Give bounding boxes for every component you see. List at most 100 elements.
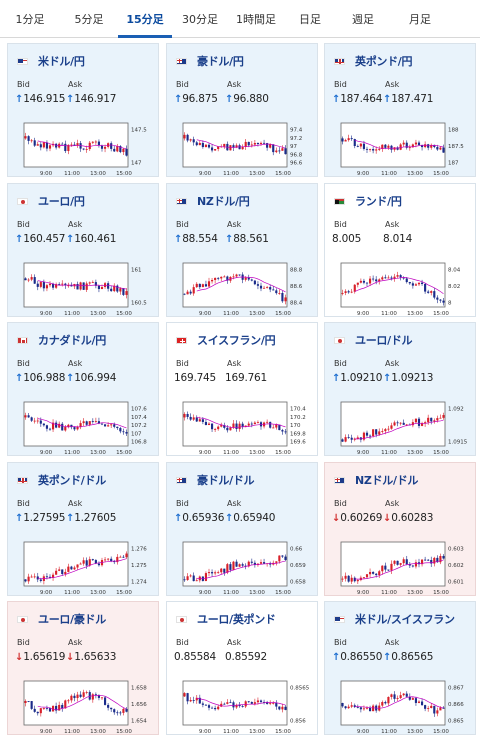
candle-body [42, 142, 45, 148]
rate-card[interactable]: 豪ドル/円 Bid Ask ↑96.875 ↑96.880 97.4 97.2 97 9… [166, 43, 318, 177]
rate-card[interactable]: NZドル/ドル Bid Ask ↓0.60269 ↓0.60283 0.603 0.… [324, 462, 476, 596]
x-tick-label: 15:00 [433, 171, 449, 177]
price-chart[interactable]: 8.04 8.02 8 9:00 11:00 13:00 15:00 [333, 260, 469, 318]
currency-pair-name[interactable]: 豪ドル/円 [197, 55, 244, 68]
candle-body [217, 706, 220, 710]
down-arrow-icon: ↓ [15, 652, 24, 663]
rate-card[interactable]: 英ポンド/円 Bid Ask ↑187.464 ↑187.471 188 187.5… [324, 43, 476, 177]
x-tick-label: 11:00 [64, 590, 80, 596]
candle-body [186, 576, 189, 581]
currency-pair-name[interactable]: 英ポンド/円 [355, 55, 413, 68]
price-chart[interactable]: 147.5 147 9:00 11:00 13:00 15:00 [16, 120, 152, 178]
currency-pair-name[interactable]: スイスフラン/円 [197, 334, 276, 347]
plot-area [23, 541, 129, 587]
currency-pair-name[interactable]: カナダドル/円 [38, 334, 106, 347]
tab-4[interactable]: 1時間足 [228, 0, 284, 38]
candle-body [229, 702, 232, 704]
tab-0[interactable]: 1分足 [0, 0, 60, 38]
candle-body [229, 564, 232, 570]
tab-2[interactable]: 15分足 [118, 0, 172, 38]
candle-body [214, 149, 217, 151]
price-chart[interactable]: 0.66 0.659 0.658 9:00 11:00 13:00 15:00 [175, 539, 311, 597]
candle-body [73, 427, 76, 430]
currency-pair-name[interactable]: NZドル/ドル [355, 474, 419, 487]
candle-body [100, 145, 104, 149]
x-tick-label: 9:00 [199, 311, 212, 317]
currency-pair-name[interactable]: ユーロ/豪ドル [38, 613, 106, 626]
tab-1[interactable]: 5分足 [60, 0, 118, 38]
candle-body [217, 426, 220, 430]
candle-body [253, 702, 256, 704]
candle-body [232, 423, 235, 428]
price-chart[interactable]: 0.603 0.602 0.601 9:00 11:00 13:00 15:00 [333, 539, 469, 597]
price-chart[interactable]: 1.092 1.0915 9:00 11:00 13:00 15:00 [333, 399, 469, 457]
tab-5[interactable]: 日足 [284, 0, 336, 38]
y-tick-label: 169.6 [290, 440, 306, 446]
currency-pair-name[interactable]: ランド/円 [355, 195, 402, 208]
candle-body [79, 563, 82, 565]
candle-body [198, 419, 201, 422]
tab-7[interactable]: 月足 [390, 0, 450, 38]
candle-body [402, 277, 405, 279]
candle-body [259, 700, 263, 702]
price-chart[interactable]: 1.658 1.656 1.654 9:00 11:00 13:00 15:00 [16, 678, 152, 736]
rate-card[interactable]: ランド/円 Bid Ask 8.005 8.014 8.04 8.02 8 9:00 11… [324, 183, 476, 317]
currency-pair-name[interactable]: ユーロ/ドル [355, 334, 413, 347]
candle-body [36, 420, 39, 422]
candle-body [402, 693, 405, 696]
price-chart[interactable]: 0.867 0.866 0.865 9:00 11:00 13:00 15:00 [333, 678, 469, 736]
price-chart[interactable]: 188 187.5 187 9:00 11:00 13:00 15:00 [333, 120, 469, 178]
ask-price: 160.461 [74, 233, 117, 245]
moving-average-line [196, 698, 286, 707]
candle-body [378, 571, 381, 576]
rate-card[interactable]: ユーロ/英ポンド Bid Ask 0.85584 0.85592 0.8565 0.… [166, 601, 318, 735]
rate-card[interactable]: NZドル/円 Bid Ask ↑88.554 ↑88.561 88.8 88.6 88… [166, 183, 318, 317]
price-chart[interactable]: 161 160.5 9:00 11:00 13:00 15:00 [16, 260, 152, 318]
tab-6[interactable]: 週足 [336, 0, 390, 38]
rate-card[interactable]: 米ドル/円 Bid Ask ↑146.915 ↑146.917 147.5 147 9… [7, 43, 159, 177]
currency-pair-name[interactable]: 米ドル/スイスフラン [355, 613, 455, 626]
candle-body [55, 143, 58, 148]
rate-card[interactable]: 米ドル/スイスフラン Bid Ask ↑0.86550 ↑0.86565 0.86… [324, 601, 476, 735]
price-chart[interactable]: 0.8565 0.856 9:00 11:00 13:00 15:00 [175, 678, 311, 736]
rate-card[interactable]: ユーロ/円 Bid Ask ↑160.457 ↑160.461 161 160.5 9… [7, 183, 159, 317]
candle-body [436, 418, 439, 421]
card-header: 豪ドル/ドル [176, 473, 255, 487]
rate-card[interactable]: スイスフラン/円 Bid Ask 169.745 169.761 170.4 170… [166, 322, 318, 456]
candle-body [247, 141, 250, 146]
currency-pair-name[interactable]: NZドル/円 [197, 195, 250, 208]
candle-body [353, 705, 356, 708]
currency-pair-name[interactable]: 英ポンド/ドル [38, 474, 106, 487]
currency-pair-name[interactable]: 米ドル/円 [38, 55, 85, 68]
rate-card[interactable]: 英ポンド/ドル Bid Ask ↑1.27595 ↑1.27605 1.276 1.… [7, 462, 159, 596]
price-chart[interactable]: 1.276 1.275 1.274 9:00 11:00 13:00 15:00 [16, 539, 152, 597]
up-arrow-icon: ↑ [332, 373, 341, 384]
currency-pair-name[interactable]: 豪ドル/ドル [197, 474, 255, 487]
price-chart[interactable]: 88.8 88.6 88.4 9:00 11:00 13:00 15:00 [175, 260, 311, 318]
price-chart[interactable]: 107.6 107.4 107.2 107 106.8 9:00 11:00 13:00 15:… [16, 399, 152, 457]
ask-price: 0.60283 [391, 512, 434, 524]
candle-body [266, 702, 269, 704]
currency-pair-name[interactable]: ユーロ/円 [38, 195, 85, 208]
candle-body [353, 139, 356, 147]
candle-body [232, 145, 235, 148]
candle-body [247, 423, 250, 426]
candle-body [390, 694, 393, 697]
rate-card[interactable]: ユーロ/豪ドル Bid Ask ↓1.65619 ↓1.65633 1.658 1.… [7, 601, 159, 735]
bid-label: Bid [17, 220, 30, 229]
rate-card[interactable]: ユーロ/ドル Bid Ask ↑1.09210 ↑1.09213 1.092 1.0… [324, 322, 476, 456]
tab-label: 月足 [409, 13, 431, 26]
rate-card[interactable]: 豪ドル/ドル Bid Ask ↑0.65936 ↑0.65940 0.66 0.65… [166, 462, 318, 596]
price-chart[interactable]: 170.4 170.2 170 169.8 169.6 9:00 11:00 13:00 15:… [175, 399, 311, 457]
candle-body [384, 144, 387, 148]
up-arrow-icon: ↑ [174, 513, 183, 524]
candle-body [396, 560, 399, 565]
candle-body [79, 694, 82, 697]
candle-body [183, 693, 186, 697]
candle-body [82, 421, 85, 424]
price-chart[interactable]: 97.4 97.2 97 96.8 96.6 9:00 11:00 13:00 15:00 [175, 120, 311, 178]
rate-card[interactable]: カナダドル/円 Bid Ask ↑106.988 ↑106.994 107.6 10… [7, 322, 159, 456]
tab-3[interactable]: 30分足 [172, 0, 228, 38]
candle-body [244, 141, 247, 147]
currency-pair-name[interactable]: ユーロ/英ポンド [197, 613, 276, 626]
